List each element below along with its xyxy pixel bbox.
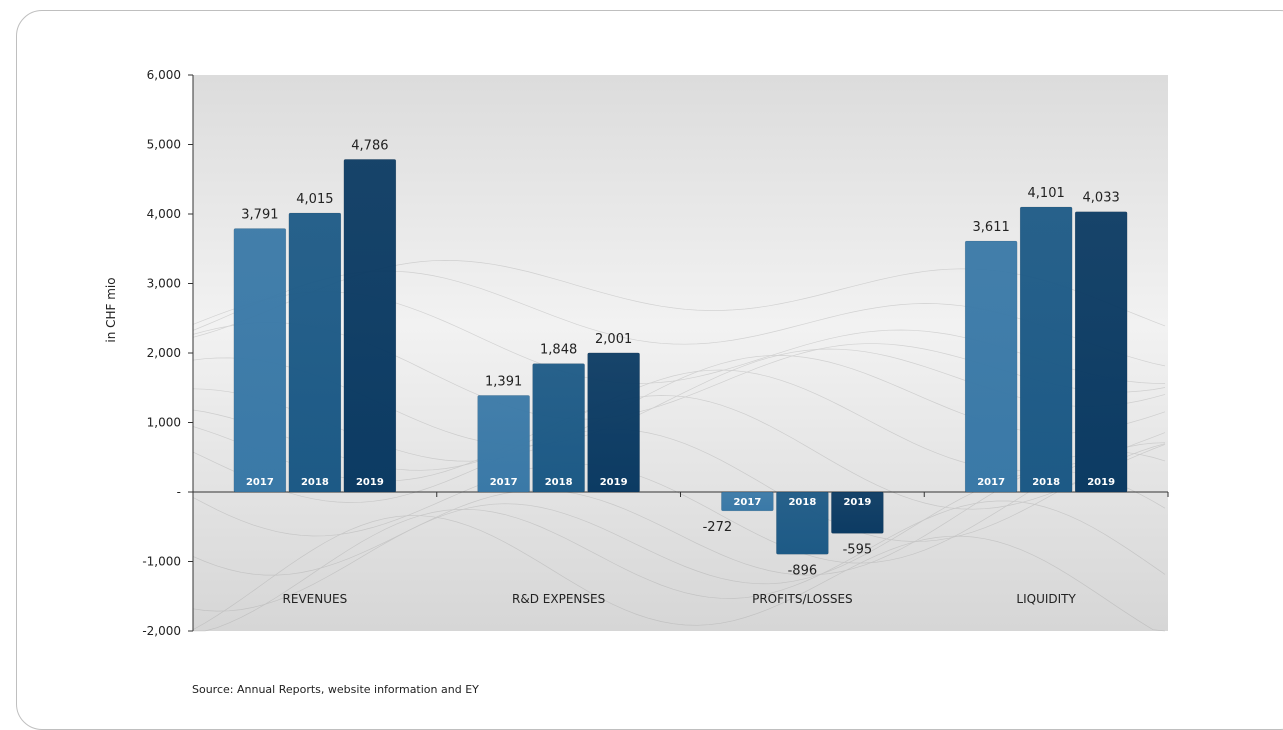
- bar-year-label: 2019: [600, 477, 628, 488]
- bar: [288, 212, 342, 493]
- bar: [1074, 211, 1128, 493]
- bar-year-label: 2018: [1032, 477, 1060, 488]
- bar: [964, 240, 1018, 493]
- bar-value-label: 1,391: [485, 374, 522, 389]
- bar-year-label: 2018: [788, 497, 816, 508]
- bar: [1019, 206, 1073, 493]
- bar-year-label: 2019: [843, 497, 871, 508]
- y-tick-label: 6,000: [147, 68, 181, 82]
- bar-year-label: 2017: [977, 477, 1005, 488]
- bar-value-label: -896: [788, 563, 818, 578]
- category-label: R&D EXPENSES: [512, 592, 605, 606]
- bar-value-label: -272: [703, 520, 733, 535]
- bar-value-label: 4,033: [1083, 191, 1120, 206]
- bar-year-label: 2018: [545, 477, 573, 488]
- y-tick-label: 5,000: [147, 138, 181, 152]
- bar-value-label: 2,001: [595, 332, 632, 347]
- bar-value-label: -595: [843, 542, 873, 557]
- bar-value-label: 3,611: [973, 220, 1010, 235]
- bar-value-label: 4,786: [351, 138, 388, 153]
- bar-year-label: 2017: [246, 477, 274, 488]
- category-label: REVENUES: [283, 592, 348, 606]
- bar: [587, 352, 640, 493]
- category-label: LIQUIDITY: [1016, 592, 1076, 606]
- bar: [233, 228, 287, 493]
- bar: [477, 395, 530, 493]
- bar-value-label: 4,101: [1028, 186, 1065, 201]
- category-label: PROFITS/LOSSES: [752, 592, 853, 606]
- bar-year-label: 2019: [356, 477, 384, 488]
- bar-year-label: 2017: [490, 477, 518, 488]
- y-tick-label: 4,000: [147, 207, 181, 221]
- y-tick-label: 1,000: [147, 416, 181, 430]
- y-tick-label: 2,000: [147, 346, 181, 360]
- bar-value-label: 3,791: [241, 208, 278, 223]
- source-note: Source: Annual Reports, website informat…: [192, 683, 479, 696]
- bar-year-label: 2017: [733, 497, 761, 508]
- bar: [343, 159, 397, 493]
- y-axis-title: in CHF mio: [104, 277, 118, 342]
- bar-value-label: 4,015: [296, 192, 333, 207]
- bar-year-label: 2018: [301, 477, 329, 488]
- y-tick-label: 3,000: [147, 277, 181, 291]
- bar: [721, 491, 774, 512]
- bar-year-label: 2019: [1087, 477, 1115, 488]
- bar-value-label: 1,848: [540, 343, 577, 358]
- bar: [831, 491, 884, 534]
- y-tick-label: -: [177, 485, 181, 499]
- bar: [776, 491, 829, 555]
- bar: [532, 363, 585, 493]
- y-tick-label: -2,000: [142, 624, 181, 638]
- y-tick-label: -1,000: [142, 555, 181, 569]
